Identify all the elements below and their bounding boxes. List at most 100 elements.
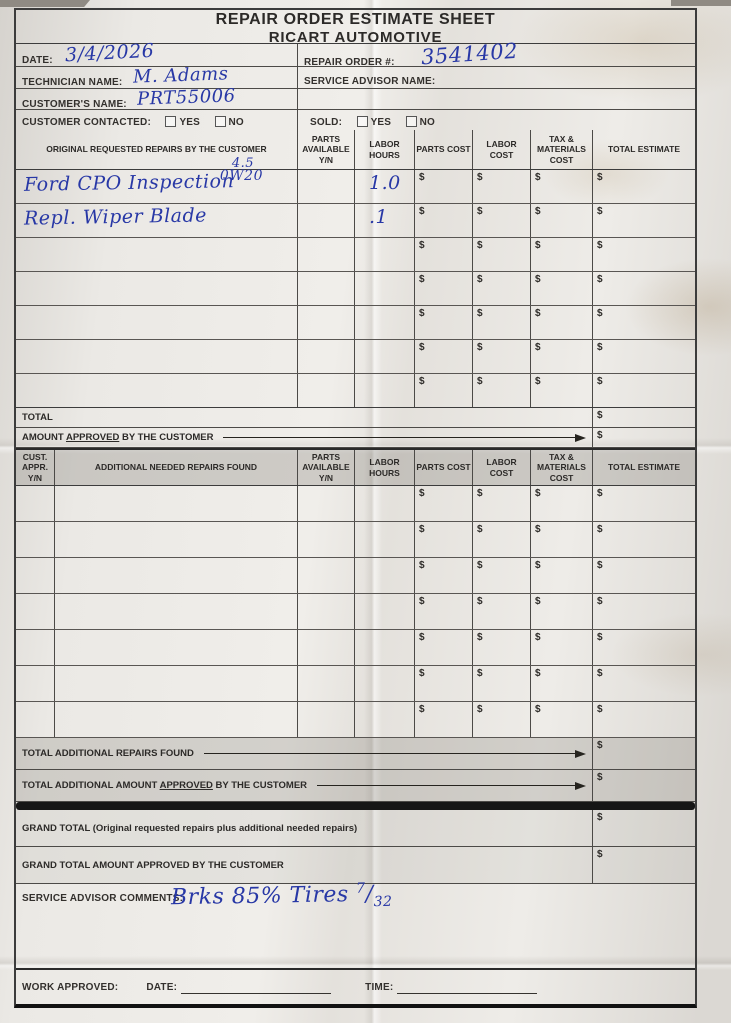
dollar-sign: $ (535, 206, 541, 217)
col-tax-materials-cost: TAX & MATERIALS COST (530, 450, 592, 485)
dollar-sign: $ (419, 668, 425, 679)
amount-approved-cell: $ (592, 428, 695, 447)
repair-order-field: REPAIR ORDER #: 3541402 (297, 39, 695, 69)
table-row: $ $ $ $ (16, 340, 695, 374)
arrow-icon (203, 749, 586, 758)
dollar-sign: $ (419, 596, 425, 607)
additional-repairs-table-header: CUST. APPR. Y/N ADDITIONAL NEEDED REPAIR… (16, 448, 695, 486)
grand-total-amount-cell: $ (592, 810, 695, 846)
dollar-sign: $ (597, 704, 603, 715)
parts-cost-cell: $ (414, 486, 472, 521)
col-tax-materials-cost: TAX & MATERIALS COST (530, 130, 592, 169)
total-estimate-cell: $ (592, 272, 695, 305)
date-field: DATE: 3/4/2026 (16, 40, 297, 67)
dollar-sign: $ (597, 740, 603, 751)
dollar-sign: $ (597, 668, 603, 679)
dollar-sign: $ (419, 274, 425, 285)
customer-contacted-no-checkbox-icon (214, 116, 226, 127)
repair-description-cell (54, 630, 297, 665)
col-parts-available: PARTS AVAILABLE Y/N (297, 130, 354, 169)
sold-field: SOLD: YES NO (297, 110, 695, 130)
labor-hours-cell (354, 702, 414, 737)
col-labor-cost: LABOR COST (472, 450, 530, 485)
parts-cost-cell: $ (414, 594, 472, 629)
dollar-sign: $ (535, 172, 541, 183)
labor-cost-cell: $ (472, 306, 530, 339)
cust-appr-cell (16, 594, 54, 629)
table-row: $ $ $ $ (16, 272, 695, 306)
sold-label: SOLD: (310, 117, 343, 128)
dollar-sign: $ (535, 704, 541, 715)
labor-cost-cell: $ (472, 374, 530, 407)
amount-approved-label: AMOUNT APPROVED BY THE CUSTOMER (22, 432, 214, 443)
col-original-repairs: ORIGINAL REQUESTED REPAIRS BY THE CUSTOM… (46, 144, 267, 155)
work-approved-label: WORK APPROVED: (22, 981, 119, 993)
dollar-sign: $ (597, 308, 603, 319)
labor-cost-cell: $ (472, 170, 530, 203)
dollar-sign: $ (597, 172, 603, 183)
footer-time-label: TIME: (365, 981, 394, 993)
total-additional-amount-cell: $ (592, 738, 695, 769)
parts-available-cell (297, 340, 354, 373)
col-labor-hours: LABOR HOURS (354, 130, 414, 169)
total-estimate-cell: $ (592, 374, 695, 407)
oil-note-handwritten: 4.5 0W20 (219, 156, 263, 185)
grand-total-approved-label: GRAND TOTAL AMOUNT APPROVED BY THE CUSTO… (22, 859, 284, 871)
tax-materials-cell: $ (530, 238, 592, 271)
cust-appr-cell (16, 630, 54, 665)
dollar-sign: $ (419, 524, 425, 535)
section-divider (16, 802, 695, 810)
repair-description-handwritten: Repl. Wiper Blade (23, 204, 208, 230)
labor-cost-cell: $ (472, 272, 530, 305)
tax-materials-cell: $ (530, 702, 592, 737)
dollar-sign: $ (535, 342, 541, 353)
total-estimate-cell: $ (592, 666, 695, 701)
labor-cost-cell: $ (472, 630, 530, 665)
grand-total-approved-row: GRAND TOTAL AMOUNT APPROVED BY THE CUSTO… (16, 847, 695, 884)
repair-description-cell (16, 272, 297, 305)
parts-available-cell (297, 170, 354, 203)
tax-materials-cell: $ (530, 340, 592, 373)
dollar-sign: $ (419, 240, 425, 251)
dollar-sign: $ (597, 596, 603, 607)
repair-description-cell: Ford CPO Inspection 4.5 0W20 (16, 157, 297, 203)
table-row: $ $ $ $ (16, 306, 695, 340)
tax-materials-cell: $ (530, 204, 592, 237)
dollar-sign: $ (419, 172, 425, 183)
total-estimate-cell: $ (592, 558, 695, 593)
dollar-sign: $ (477, 668, 483, 679)
dollar-sign: $ (597, 560, 603, 571)
form-header: REPAIR ORDER ESTIMATE SHEET RICART AUTOM… (16, 10, 695, 46)
repair-description-cell (54, 666, 297, 701)
customer-name-field: CUSTOMER'S NAME: PRT55006 (16, 85, 297, 110)
tax-materials-cell: $ (530, 522, 592, 557)
total-estimate-cell: $ (592, 340, 695, 373)
col-parts-available: PARTS AVAILABLE Y/N (297, 450, 354, 485)
table-row: $ $ $ $ (16, 594, 695, 630)
sold-yes-checkbox-icon (356, 116, 368, 127)
labor-cost-cell: $ (472, 522, 530, 557)
labor-hours-cell: 1.0 (354, 170, 414, 203)
dollar-sign: $ (597, 772, 603, 783)
service-advisor-label: SERVICE ADVISOR NAME: (304, 76, 436, 87)
dollar-sign: $ (477, 240, 483, 251)
repair-description-cell (16, 340, 297, 373)
total-label: TOTAL (22, 412, 53, 423)
dollar-sign: $ (419, 376, 425, 387)
col-labor-hours: LABOR HOURS (354, 450, 414, 485)
total-additional-repairs-row: TOTAL ADDITIONAL REPAIRS FOUND $ (16, 738, 695, 770)
dollar-sign: $ (597, 488, 603, 499)
repair-description-cell (16, 374, 297, 407)
repair-description-cell (16, 238, 297, 271)
repair-description-cell (54, 486, 297, 521)
photo-corner-shadow (671, 0, 731, 6)
additional-repairs-table-body: $ $ $ $ $ $ $ $ $ $ $ (16, 486, 695, 738)
labor-cost-cell: $ (472, 204, 530, 237)
table-row: $ $ $ $ (16, 630, 695, 666)
parts-cost-cell: $ (414, 630, 472, 665)
dollar-sign: $ (419, 632, 425, 643)
customer-contacted-field: CUSTOMER CONTACTED: YES NO (16, 110, 297, 130)
col-additional-repairs: ADDITIONAL NEEDED REPAIRS FOUND (54, 450, 297, 485)
table-row: $ $ $ $ (16, 666, 695, 702)
